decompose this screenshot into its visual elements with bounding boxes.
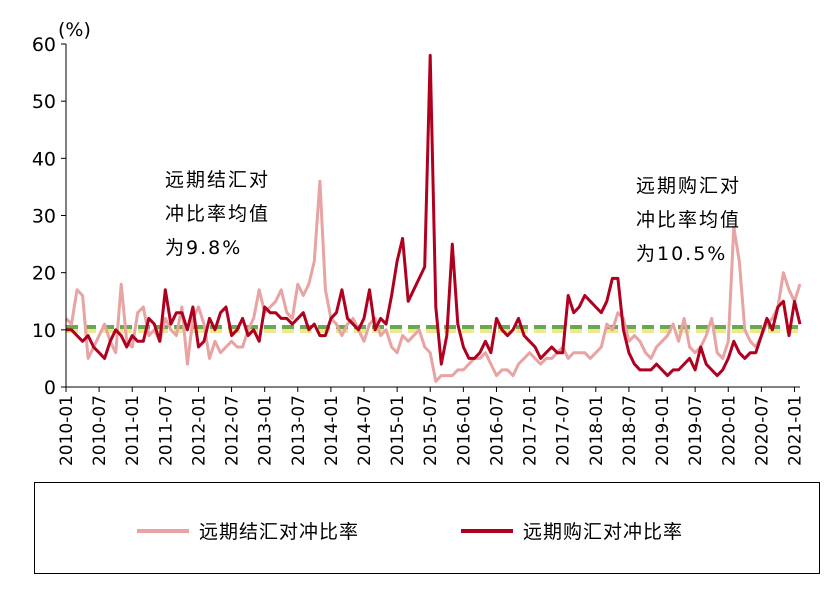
y-tick-label: 40 xyxy=(32,148,56,170)
x-tick-label: 2014-07 xyxy=(355,395,375,466)
y-unit-label: (%) xyxy=(58,19,91,41)
annotation-forward-sell: 远期结汇对 冲比率均值 为9.8% xyxy=(165,163,270,265)
x-tick-label: 2018-01 xyxy=(587,395,607,466)
x-tick-label: 2020-01 xyxy=(719,395,739,466)
x-tick-label: 2017-01 xyxy=(521,395,541,466)
annotation-line: 冲比率均值 xyxy=(636,209,742,231)
x-tick-label: 2021-01 xyxy=(785,395,805,466)
series-line xyxy=(64,179,802,383)
x-tick-label: 2013-07 xyxy=(289,395,309,466)
x-tick-label: 2016-01 xyxy=(454,395,474,466)
x-tick-label: 2011-07 xyxy=(156,395,176,466)
y-tick-label: 60 xyxy=(32,34,56,56)
annotation-line: 为9.8% xyxy=(165,237,243,259)
x-tick-label: 2012-01 xyxy=(189,395,209,466)
legend-label: 远期结汇对冲比率 xyxy=(199,521,360,543)
x-tick-label: 2020-07 xyxy=(752,395,772,466)
chart-legend: 远期结汇对冲比率 远期购汇对冲比率 xyxy=(34,482,820,574)
y-tick-label: 0 xyxy=(44,377,56,399)
legend-swatch xyxy=(461,528,513,533)
x-tick-label: 2010-07 xyxy=(90,395,110,466)
legend-item-forward-buy: 远期购汇对冲比率 xyxy=(461,517,683,544)
x-tick-label: 2015-01 xyxy=(388,395,408,466)
y-tick-label: 10 xyxy=(32,320,56,342)
annotation-line: 冲比率均值 xyxy=(165,203,271,225)
annotation-forward-buy: 远期购汇对 冲比率均值 为10.5% xyxy=(636,169,741,271)
x-tick-label: 2011-01 xyxy=(123,395,143,466)
x-tick-label: 2018-07 xyxy=(620,395,640,466)
x-tick-label: 2010-01 xyxy=(57,395,77,466)
x-tick-label: 2012-07 xyxy=(223,395,243,466)
series-line xyxy=(66,53,802,378)
x-tick-label: 2013-01 xyxy=(256,395,276,466)
legend-label: 远期购汇对冲比率 xyxy=(523,521,684,543)
x-tick-label: 2017-07 xyxy=(554,395,574,466)
y-tick-label: 50 xyxy=(32,91,56,113)
legend-swatch xyxy=(137,528,189,533)
line-chart: 0 10 20 30 40 50 60 2010-01 2010-07 2011-01 2011-0… xyxy=(32,19,806,466)
x-tick-label: 2014-01 xyxy=(322,395,342,466)
x-tick-label: 2019-07 xyxy=(686,395,706,466)
x-tick-label: 2019-01 xyxy=(653,395,673,466)
annotation-line: 远期结汇对 xyxy=(165,169,271,191)
legend-item-forward-sell: 远期结汇对冲比率 xyxy=(137,517,359,544)
y-tick-label: 30 xyxy=(32,206,56,228)
annotation-line: 为10.5% xyxy=(636,243,728,265)
annotation-line: 远期购汇对 xyxy=(636,175,742,197)
y-tick-label: 20 xyxy=(32,263,56,285)
x-tick-label: 2015-07 xyxy=(421,395,441,466)
x-tick-label: 2016-07 xyxy=(487,395,507,466)
